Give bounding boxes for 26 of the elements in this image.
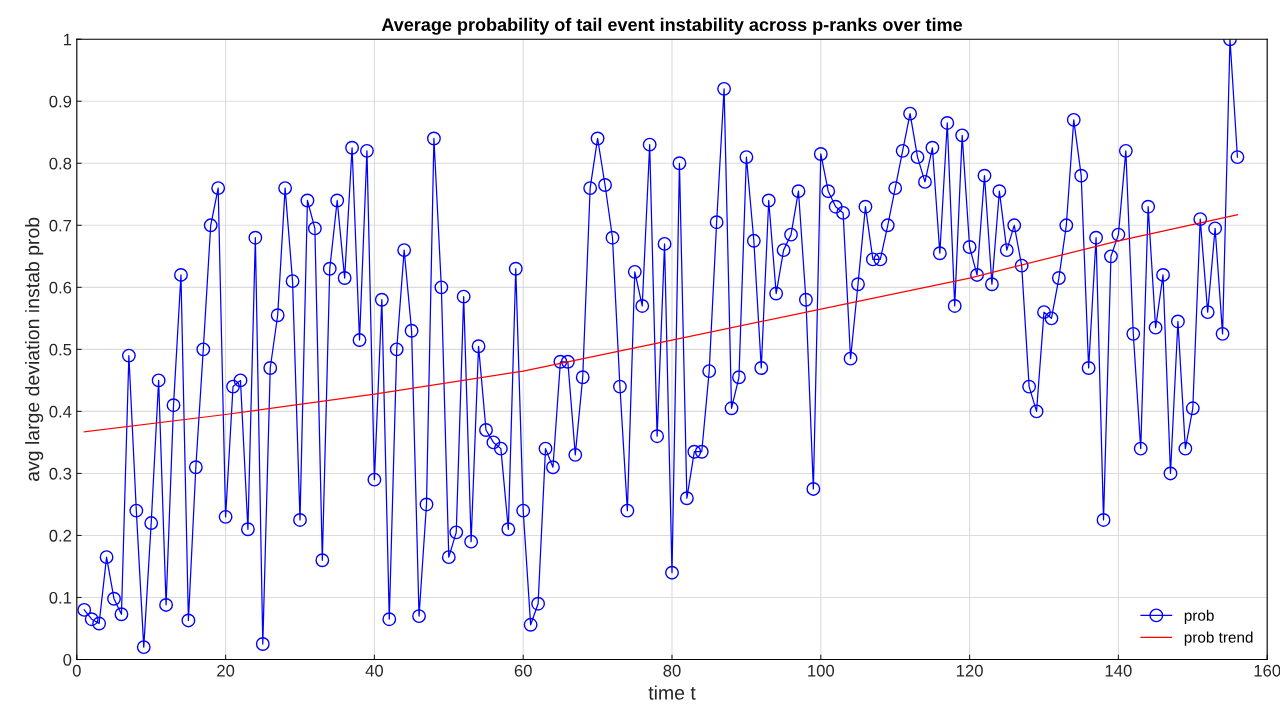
y-tick-label: 0.1 [49, 591, 72, 604]
y-tick-label: 0.2 [49, 529, 72, 542]
x-tick-label: 160 [1254, 664, 1280, 677]
legend-label: prob trend [1184, 631, 1253, 646]
x-tick-label: 140 [1105, 664, 1132, 677]
x-tick-label: 120 [956, 664, 983, 677]
y-axis-title: avg large deviation instab prob [25, 217, 44, 481]
x-tick-label: 20 [217, 664, 235, 677]
x-tick-label: 40 [365, 664, 384, 677]
x-axis-title: time t [648, 685, 696, 700]
y-tick-label: 1 [63, 33, 72, 46]
line-series [83, 214, 1239, 433]
y-tick-label: 0.5 [49, 343, 72, 356]
y-tick-label: 0.7 [49, 219, 72, 232]
y-tick-label: 0 [63, 653, 72, 666]
x-tick-label: 60 [514, 664, 532, 677]
y-tick-label: 0.4 [49, 405, 72, 418]
y-tick-label: 0.9 [49, 95, 72, 108]
y-tick-label: 0.3 [49, 467, 72, 480]
y-tick-label: 0.8 [49, 157, 72, 170]
chart-title: Average probability of tail event instability across p-ranks over time [381, 17, 963, 35]
x-tick-label: 100 [808, 664, 835, 677]
x-tick-label: 80 [663, 664, 681, 677]
legend-label: prob [1184, 609, 1214, 624]
x-tick-label: 0 [72, 664, 81, 677]
y-tick-label: 0.6 [49, 281, 72, 294]
